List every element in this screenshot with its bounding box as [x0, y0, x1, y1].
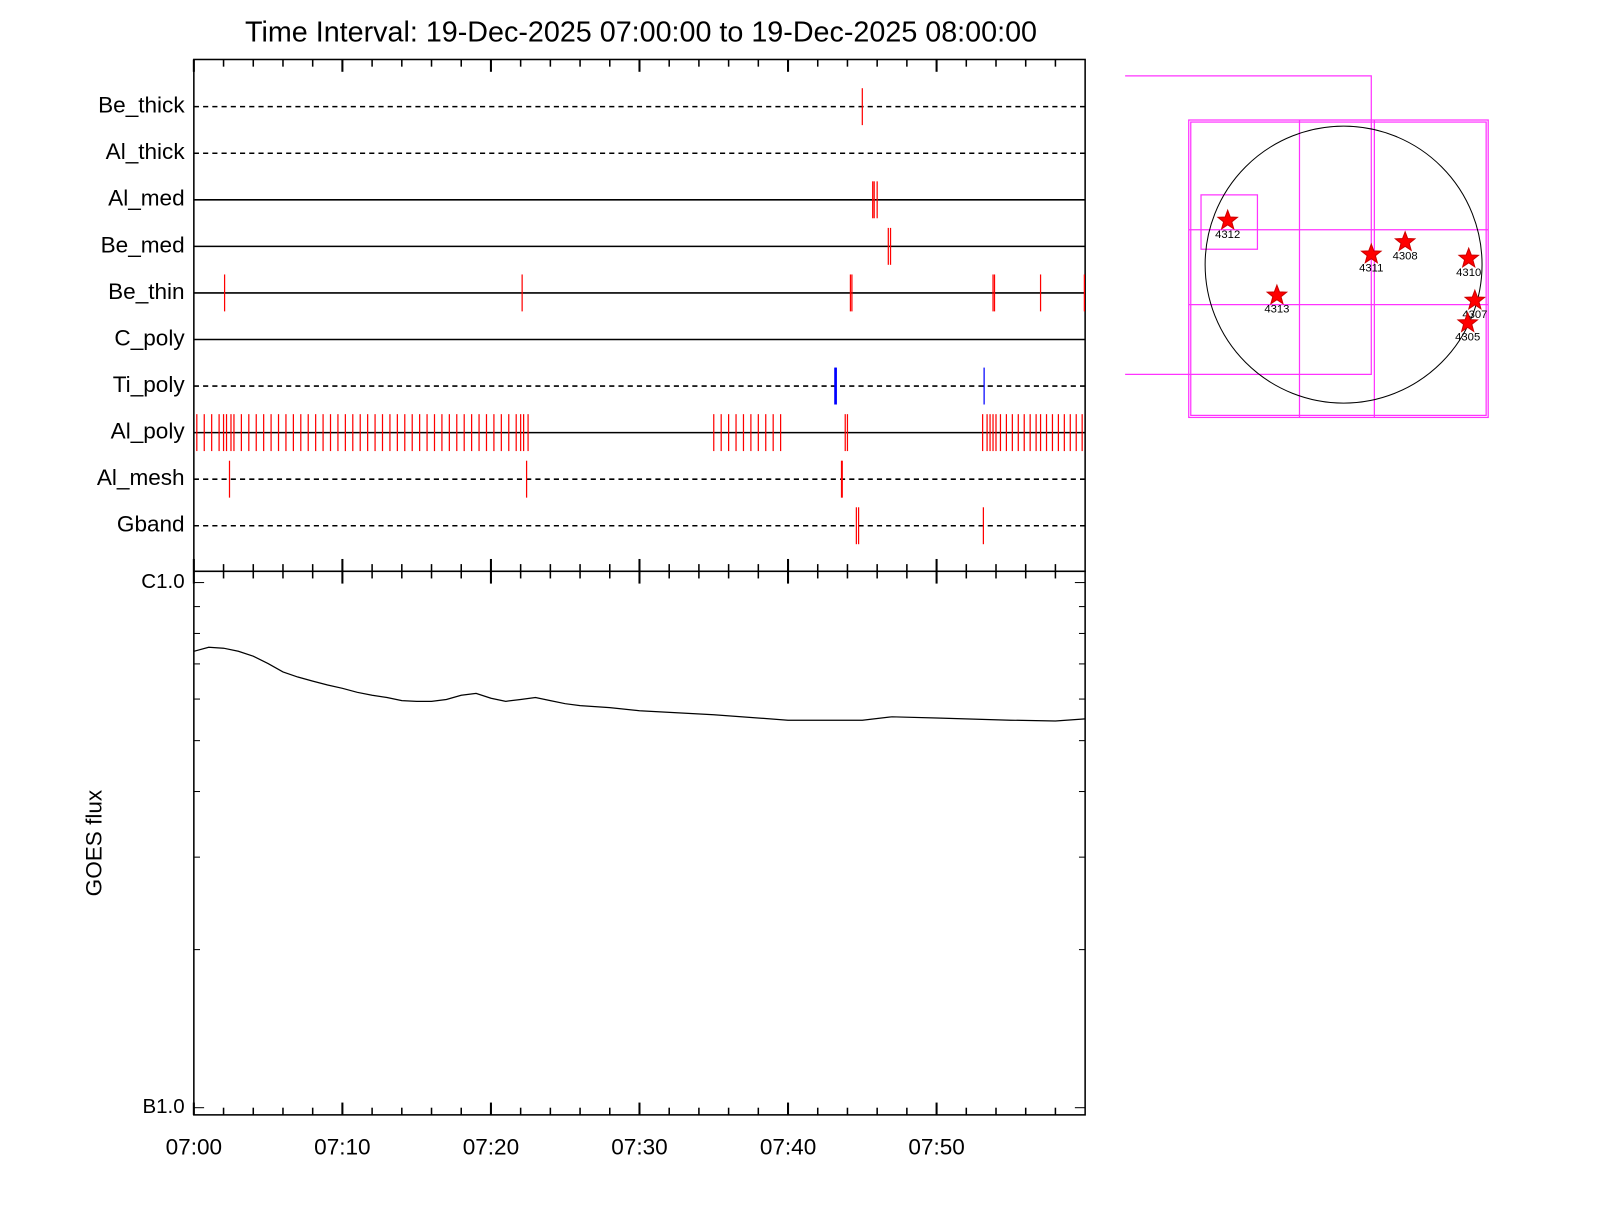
filter-label: Al_thick: [106, 139, 186, 164]
title: Time Interval: 19-Dec-2025 07:00:00 to 1…: [245, 16, 1037, 48]
x-tick-label: 07:00: [166, 1135, 222, 1160]
region-marker: [1360, 242, 1383, 264]
filter-label: Al_poly: [111, 419, 186, 444]
solar-disk: [1204, 125, 1483, 404]
y-tick-label: C1.0: [141, 570, 184, 593]
flux-panel-frame: [193, 570, 1086, 1116]
region-label: 4308: [1393, 250, 1418, 262]
region-marker: [1265, 283, 1289, 305]
filter-label: Be_thin: [108, 279, 184, 304]
region-label: 4311: [1359, 263, 1383, 275]
filter-label: Al_mesh: [97, 465, 185, 490]
x-tick-label: 07:20: [463, 1135, 519, 1160]
region-marker: [1393, 230, 1417, 252]
x-tick-label: 07:50: [908, 1135, 964, 1160]
filter-label: Gband: [117, 512, 185, 537]
filter-label: C_poly: [114, 325, 185, 350]
region-marker: [1463, 288, 1487, 311]
filter-label: Be_med: [101, 232, 185, 257]
y-axis-label: GOES flux: [81, 789, 106, 896]
x-tick-label: 07:40: [760, 1135, 816, 1160]
y-tick-label: B1.0: [142, 1095, 184, 1118]
x-tick-label: 07:30: [611, 1135, 667, 1160]
x-tick-label: 07:10: [314, 1135, 370, 1160]
filter-label: Ti_poly: [113, 372, 186, 397]
event-panel-frame: [193, 58, 1086, 573]
flux-line: [193, 646, 1086, 722]
filter-label: Al_med: [108, 186, 184, 211]
region-marker: [1456, 311, 1479, 333]
region-marker: [1457, 246, 1480, 268]
fov-boxes: [1125, 75, 1489, 419]
region-label: 4310: [1456, 267, 1481, 279]
region-label: 4312: [1215, 229, 1240, 241]
filter-label: Be_thick: [98, 93, 185, 118]
region-label: 4313: [1264, 304, 1289, 316]
region-label: 4305: [1455, 331, 1480, 343]
region-marker: [1216, 208, 1239, 231]
